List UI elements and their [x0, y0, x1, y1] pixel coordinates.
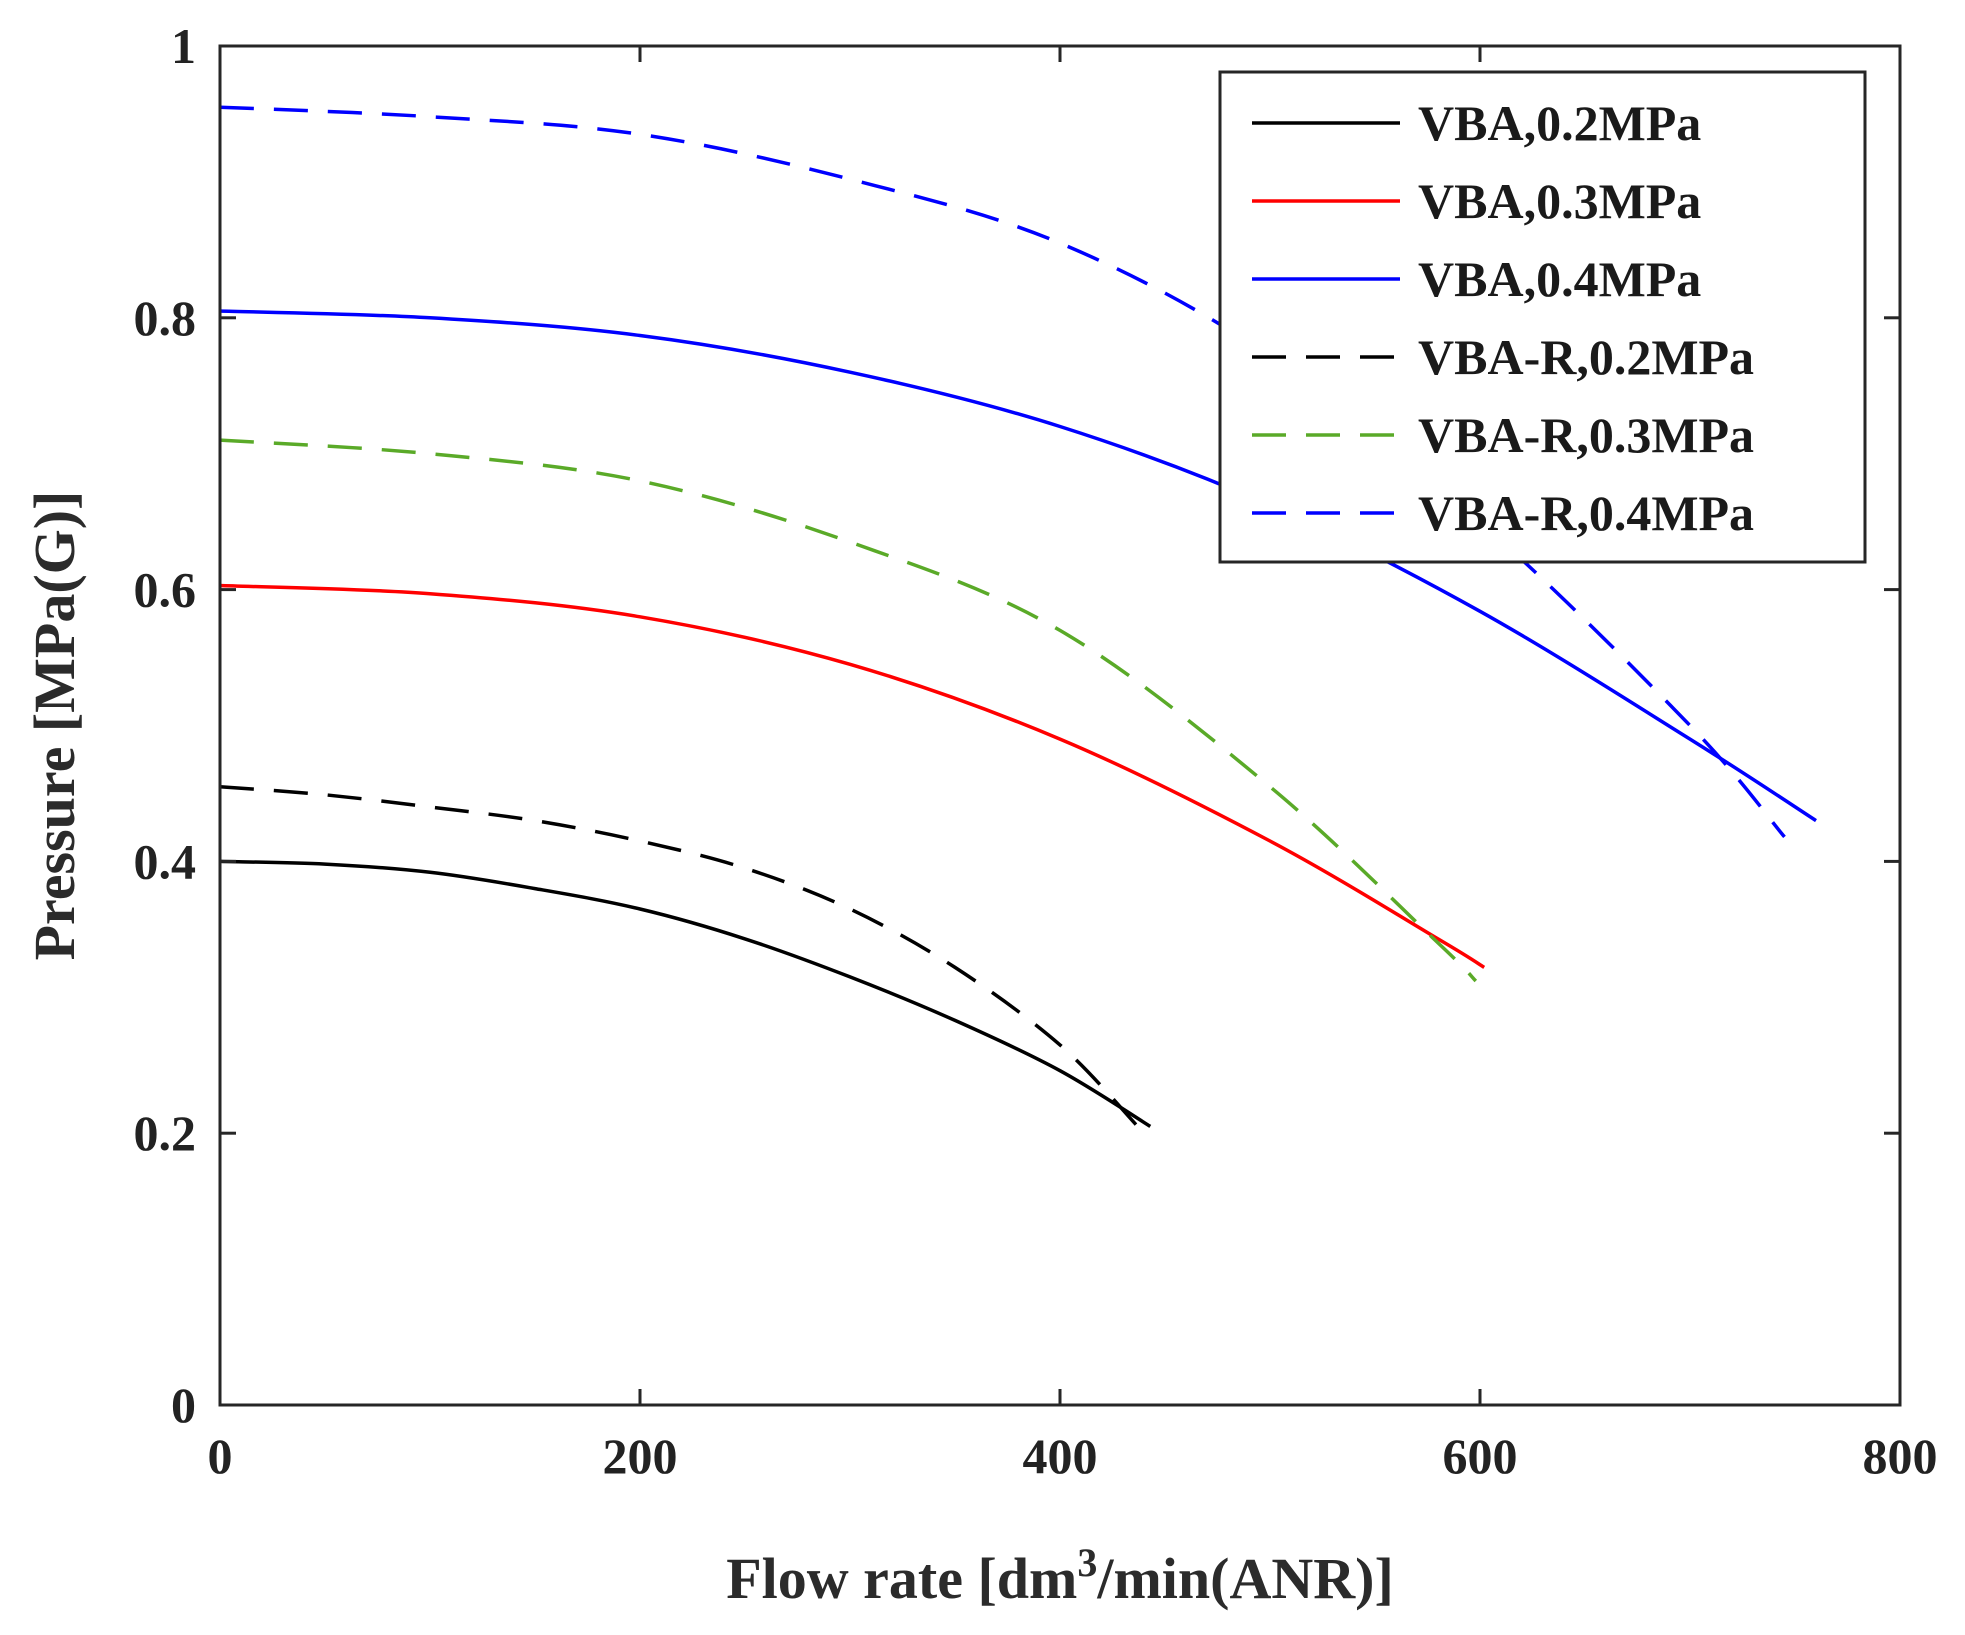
series-line-6 [219, 105, 1786, 839]
y-tick-label: 0 [171, 1377, 196, 1433]
series-line-3 [219, 309, 1817, 823]
legend-label: VBA,0.2MPa [1418, 95, 1701, 151]
series-line-4 [219, 784, 1139, 1128]
x-axis-label-tail: /min(ANR)] [1096, 1546, 1393, 1611]
y-axis-label: Pressure [MPa(G)] [22, 491, 87, 961]
y-tick-label: 1 [171, 18, 196, 74]
series-layer [219, 105, 1817, 1128]
legend-label: VBA,0.4MPa [1418, 251, 1701, 307]
x-axis-label-main: Flow rate [dm [726, 1546, 1077, 1611]
series-line-1 [219, 859, 1152, 1128]
y-tick-label: 0.8 [134, 290, 197, 346]
legend: VBA,0.2MPa VBA,0.3MPa VBA,0.4MPa VBA-R,0.2M… [1218, 70, 1867, 564]
series-line-2 [219, 583, 1486, 969]
series-line-5 [219, 438, 1478, 983]
y-tick-label: 0.4 [134, 833, 197, 889]
x-tick-label: 200 [603, 1428, 678, 1484]
x-axis-label: Flow rate [dm3/min(ANR)] [726, 1540, 1394, 1611]
x-tick-label: 400 [1023, 1428, 1098, 1484]
x-tick-label: 800 [1863, 1428, 1938, 1484]
legend-label: VBA,0.3MPa [1418, 173, 1701, 229]
legend-box [1218, 70, 1867, 564]
x-axis-label-superscript: 3 [1077, 1540, 1097, 1585]
legend-label: VBA-R,0.2MPa [1418, 329, 1754, 385]
x-tick-label: 600 [1443, 1428, 1518, 1484]
axes-layer: 0 200 400 600 800 0 0.2 0.4 0.6 0.8 1 [134, 18, 1938, 1484]
legend-label: VBA-R,0.3MPa [1418, 407, 1754, 463]
y-tick-label: 0.2 [134, 1105, 197, 1161]
legend-label: VBA-R,0.4MPa [1418, 485, 1754, 541]
x-tick-label: 0 [208, 1428, 233, 1484]
y-tick-label: 0.6 [134, 562, 197, 618]
